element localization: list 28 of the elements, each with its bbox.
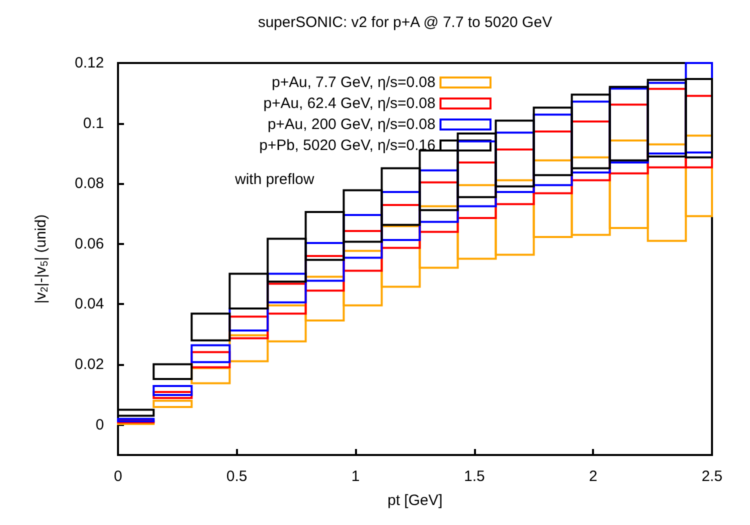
- y-tick-label: 0.08: [74, 175, 104, 192]
- bar: [152, 384, 193, 396]
- y-axis-title: |v2|-|v5| (unid): [32, 214, 50, 304]
- bar: [190, 344, 231, 364]
- legend-label: p+Au, 7.7 GeV, η/s=0.08: [272, 74, 436, 91]
- x-tick-label: 2: [589, 468, 598, 485]
- y-tick-label: 0.02: [74, 356, 104, 374]
- y-tick-label: 0.04: [74, 296, 104, 313]
- y-tick-label: 0: [96, 416, 104, 434]
- legend-label: p+Pb, 5020 GeV, η/s=0.16: [259, 137, 436, 154]
- x-tick-label: 2.5: [702, 468, 722, 485]
- x-axis-title: pt [GeV]: [387, 492, 443, 509]
- bar: [152, 363, 193, 380]
- y-tick-label: 0.1: [83, 114, 104, 132]
- legend-label: p+Au, 200 GeV, η/s=0.08: [268, 116, 436, 133]
- x-tick-label: 1: [351, 468, 360, 485]
- y-tick-label: 0.06: [74, 235, 104, 252]
- x-tick-label: 0.5: [226, 468, 248, 485]
- annotation: with preflow: [234, 171, 314, 188]
- legend-label: p+Au, 62.4 GeV, η/s=0.08: [263, 95, 436, 112]
- bar: [152, 400, 193, 408]
- x-tick-label: 0: [114, 468, 122, 485]
- x-tick-label: 1.5: [464, 468, 485, 485]
- bar: [190, 312, 231, 342]
- chart-title: superSONIC: v2 for p+A @ 7.7 to 5020 GeV: [258, 14, 552, 31]
- y-tick-label: 0.12: [74, 54, 104, 72]
- bar: [190, 367, 231, 384]
- bar: [152, 390, 193, 400]
